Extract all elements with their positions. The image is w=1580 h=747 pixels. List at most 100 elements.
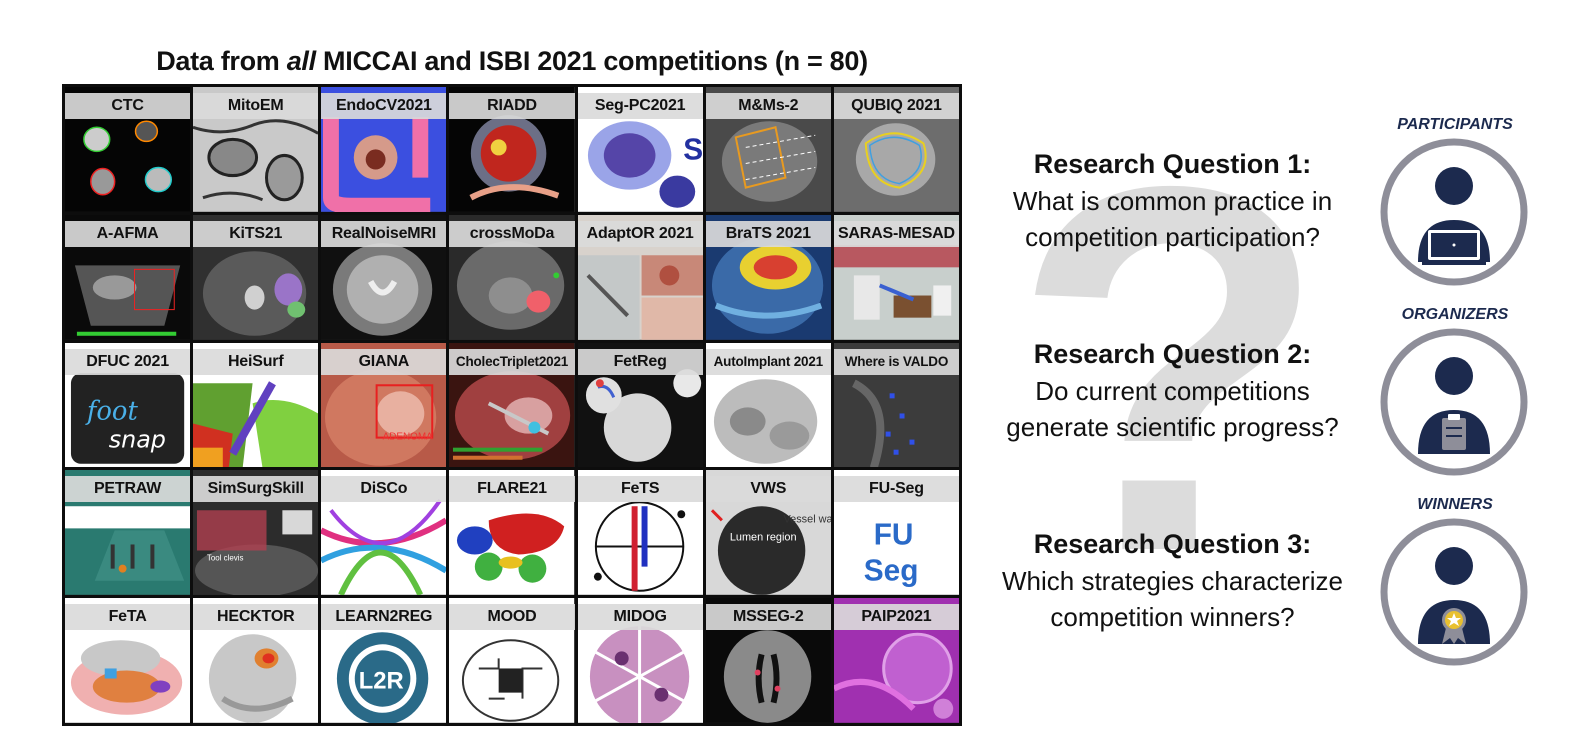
tile-vws: Lumen region Vessel wall region VWS	[705, 470, 831, 596]
tool-clevis-label: Tool clevis	[207, 554, 244, 563]
tile-label: PETRAW	[65, 476, 191, 503]
tile-label: FeTA	[65, 604, 191, 631]
tile-saras-mesad: SARAS-MESAD	[833, 214, 959, 340]
tile-label: QUBIQ 2021	[833, 93, 959, 119]
tile-label: BraTS 2021	[705, 220, 831, 247]
tile-mood: MOOD	[449, 598, 575, 723]
tile-label: A-AFMA	[65, 220, 191, 247]
tile-label: CholecTriplet2021	[449, 348, 575, 375]
l2r-logo-text: L2R	[359, 668, 404, 695]
tile-adaptor-2021: AdaptOR 2021	[577, 214, 703, 340]
tile-label: KiTS21	[193, 220, 319, 247]
background-question-mark: ?	[1011, 79, 1329, 660]
tile-paip2021: PAIP2021	[833, 598, 959, 723]
tile-label: FetReg	[577, 348, 703, 375]
tile-disco: DiSCo	[321, 470, 447, 596]
tile-label: PAIP2021	[833, 604, 959, 631]
tile-simsurgskill: Tool clevis SimSurgSkill	[193, 470, 319, 596]
tile-flare21: FLARE21	[449, 470, 575, 596]
tile-label: DiSCo	[321, 476, 447, 503]
footsnap-logo-text-1: foot	[85, 396, 139, 426]
tile-fu-seg: FU Seg FU-Seg	[833, 470, 959, 596]
tile-label: AdaptOR 2021	[577, 220, 703, 247]
rq-line: What is common practice in	[1012, 186, 1333, 216]
tile-realnoisemri: RealNoiseMRI	[321, 214, 447, 340]
tile-hecktor: HECKTOR	[193, 598, 319, 723]
tile-label: FeTS	[577, 476, 703, 503]
tile-fetreg: FetReg	[577, 342, 703, 468]
tile-petraw: PETRAW	[65, 470, 191, 596]
tile-label: EndoCV2021	[321, 93, 447, 119]
tile-label: Seg-PC2021	[577, 93, 703, 119]
research-question-2: Research Question 2: Do current competit…	[975, 336, 1370, 445]
tile-label: FU-Seg	[833, 476, 959, 503]
tile-label: MitoEM	[193, 93, 319, 119]
seg-pc-glyph: S	[683, 133, 703, 166]
brain-mri-image	[321, 214, 447, 340]
tile-mms-2: M&Ms-2	[705, 87, 831, 212]
tile-seg-pc2021: S Seg-PC2021	[577, 87, 703, 212]
tile-qubiq-2021: QUBIQ 2021	[833, 87, 959, 212]
tile-label: DFUC 2021	[65, 348, 191, 375]
tile-label: GIANA	[321, 348, 447, 375]
tile-label: M&Ms-2	[705, 93, 831, 119]
tile-label: AutoImplant 2021	[705, 348, 831, 375]
tile-label: CTC	[65, 93, 191, 119]
tile-brats-2021: BraTS 2021	[705, 214, 831, 340]
tile-midog: MIDOG	[577, 598, 703, 723]
kidney-ct-image	[193, 214, 319, 340]
tile-dfuc-2021: foot snap DFUC 2021	[65, 342, 191, 468]
winner-medal-icon	[1380, 518, 1528, 666]
tile-label: crossMoDa	[449, 220, 575, 247]
tile-label: HECKTOR	[193, 604, 319, 631]
organizer-clipboard-icon	[1380, 328, 1528, 476]
rq-heading: Research Question 1:	[1033, 149, 1312, 179]
tile-learn2reg: L2R LEARN2REG	[321, 598, 447, 723]
research-question-3: Research Question 3: Which strategies ch…	[975, 526, 1370, 635]
rq-heading: Research Question 3:	[1033, 529, 1312, 559]
brain-tumor-render	[705, 214, 831, 340]
fetal-brain-render	[65, 598, 191, 723]
rq-line: Which strategies characterize	[1001, 566, 1344, 596]
tile-mitoem: MitoEM	[193, 87, 319, 212]
tile-msseg-2: MSSEG-2	[705, 598, 831, 723]
role-label-winners: WINNERS	[1417, 496, 1493, 513]
tile-label: MIDOG	[577, 604, 703, 631]
tile-giana: ADENOMA GIANA	[321, 342, 447, 468]
tile-cholectriplet2021: CholecTriplet2021	[449, 342, 575, 468]
rq-line: generate scientific progress?	[1006, 412, 1339, 442]
tile-riadd: RIADD	[449, 87, 575, 212]
figure-title: Data from all MICCAI and ISBI 2021 compe…	[156, 46, 868, 76]
participant-laptop-icon	[1380, 138, 1528, 286]
footsnap-logo-text-2: snap	[109, 425, 166, 453]
fu-seg-logo-text-1: FU	[874, 519, 914, 552]
tile-endocv2021: EndoCV2021	[321, 87, 447, 212]
tile-label: LEARN2REG	[321, 604, 447, 631]
tile-ctc: CTC	[65, 87, 191, 212]
tile-crossmoda: crossMoDa	[449, 214, 575, 340]
tile-label: HeiSurf	[193, 348, 319, 375]
tile-feta: FeTA	[65, 598, 191, 723]
competition-grid: CTC MitoEM EndoCV2021 RIADD	[62, 84, 962, 726]
tile-label: SARAS-MESAD	[833, 220, 959, 247]
rq-heading: Research Question 2:	[1033, 339, 1312, 369]
tile-label: Where is VALDO	[833, 348, 959, 375]
role-label-organizers: ORGANIZERS	[1401, 306, 1509, 323]
colonoscopy-polyp-image: ADENOMA	[321, 342, 447, 468]
tile-a-afma: A-AFMA	[65, 214, 191, 340]
tile-label: SimSurgSkill	[193, 476, 319, 503]
fu-seg-logo-text-2: Seg	[864, 555, 919, 588]
adenoma-box-label: ADENOMA	[383, 431, 433, 442]
tile-label: RealNoiseMRI	[321, 220, 447, 247]
rq-line: competition winners?	[1050, 602, 1295, 632]
tile-label: VWS	[705, 476, 831, 503]
tile-label: MSSEG-2	[705, 604, 831, 631]
tile-kits21: KiTS21	[193, 214, 319, 340]
research-question-1: Research Question 1: What is common prac…	[975, 146, 1370, 255]
vessel-wall-label: Vessel wall region	[783, 514, 831, 526]
lumen-region-label: Lumen region	[730, 532, 797, 544]
tile-label: RIADD	[449, 93, 575, 119]
rq-line: competition participation?	[1025, 222, 1320, 252]
rq-line: Do current competitions	[1035, 376, 1310, 406]
tile-heisurf: HeiSurf	[193, 342, 319, 468]
